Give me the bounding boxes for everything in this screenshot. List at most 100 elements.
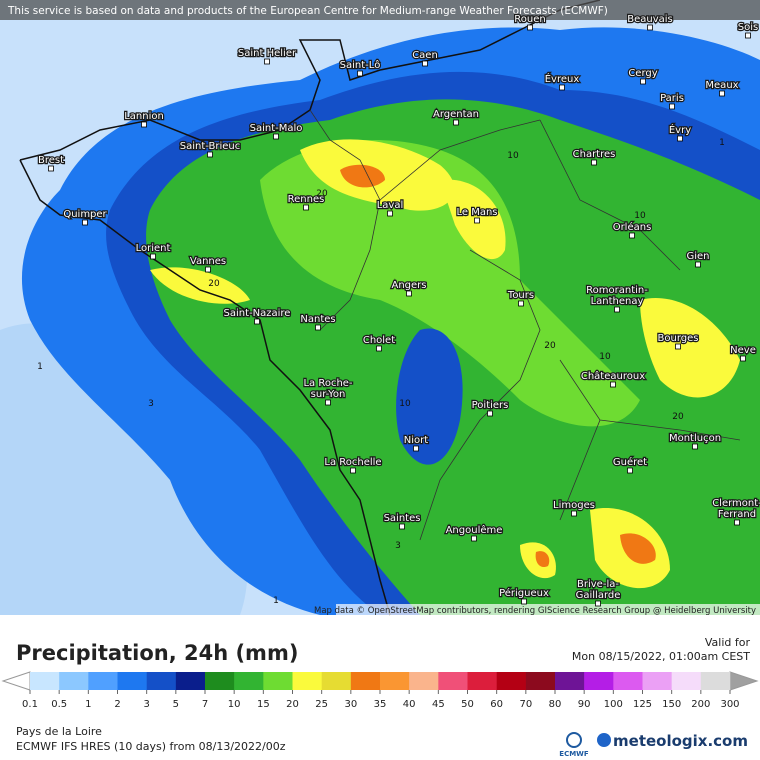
legend-tick-label: 0.1 bbox=[22, 699, 38, 710]
city-marker bbox=[677, 135, 683, 142]
legend-tick-label: 3 bbox=[143, 699, 149, 710]
city-marker bbox=[745, 32, 751, 39]
city-marker bbox=[571, 510, 577, 517]
city-label: Montluçon bbox=[669, 433, 721, 444]
ecmwf-icon bbox=[566, 732, 582, 748]
legend-cell bbox=[146, 672, 177, 690]
city-label: Niort bbox=[404, 435, 428, 446]
city-marker bbox=[614, 306, 620, 313]
city-marker bbox=[48, 165, 54, 172]
city-label: Angoulême bbox=[446, 524, 503, 536]
region-name: Pays de la Loire bbox=[16, 725, 102, 738]
legend-cell bbox=[88, 672, 118, 690]
valid-time: Mon 08/15/2022, 01:00am CEST bbox=[572, 650, 750, 663]
legend-tick-label: 30 bbox=[344, 699, 357, 710]
city-label: Le Mans bbox=[456, 207, 497, 218]
legend-tick-label: 60 bbox=[490, 699, 503, 710]
contour-label: 1 bbox=[273, 596, 279, 606]
notice-bar bbox=[0, 0, 760, 20]
city-label: Neve bbox=[730, 345, 756, 356]
rain-zone bbox=[640, 298, 740, 398]
legend-tick-label: 15 bbox=[257, 699, 270, 710]
legend-tick-label: 7 bbox=[202, 699, 208, 710]
legend-cell bbox=[321, 672, 352, 690]
legend-cell bbox=[525, 672, 556, 690]
contour-label: 20 bbox=[316, 189, 328, 199]
region-border bbox=[309, 109, 741, 541]
city-label: Limoges bbox=[553, 500, 595, 511]
legend-tick-label: 80 bbox=[549, 699, 562, 710]
contour-label: 10 bbox=[399, 399, 411, 409]
legend-cell bbox=[555, 672, 585, 690]
city-label: Angers bbox=[392, 280, 427, 291]
city-label: Saintes bbox=[384, 513, 421, 524]
city-marker bbox=[471, 535, 477, 542]
city-label: Gaillarde bbox=[576, 590, 621, 601]
city-label: Cholet bbox=[363, 335, 395, 346]
city-marker bbox=[315, 324, 321, 331]
city-label: Nantes bbox=[300, 314, 335, 325]
city-marker bbox=[376, 345, 382, 352]
city-label: Meaux bbox=[705, 80, 738, 91]
city-label: Brive-la- bbox=[577, 579, 619, 590]
legend-arrow-high bbox=[729, 671, 759, 691]
notice: This service is based on data and produc… bbox=[7, 5, 608, 17]
contour-label: 10 bbox=[599, 352, 611, 362]
city-label: Lorient bbox=[136, 243, 171, 254]
city-marker bbox=[740, 355, 746, 362]
city-marker bbox=[640, 78, 646, 85]
city-marker bbox=[205, 266, 211, 273]
city-label: Saint-Nazaire bbox=[224, 308, 291, 319]
rain-zone bbox=[440, 179, 506, 260]
city-marker bbox=[150, 253, 156, 260]
city-label: Gien bbox=[686, 251, 709, 262]
city-marker bbox=[518, 300, 524, 307]
legend-tick-label: 2 bbox=[114, 699, 120, 710]
legend-tick-label: 10 bbox=[228, 699, 241, 710]
legend-tick-label: 50 bbox=[461, 699, 474, 710]
city-marker bbox=[264, 58, 270, 65]
legend-arrow-low bbox=[1, 671, 31, 691]
contour-label: 20 bbox=[672, 412, 684, 422]
legend-cell bbox=[292, 672, 322, 690]
valid-label: Valid for bbox=[705, 636, 751, 649]
legend-cell bbox=[30, 672, 60, 690]
rain-zone bbox=[535, 551, 550, 568]
city-marker bbox=[669, 103, 675, 110]
legend-tick-label: 200 bbox=[691, 699, 710, 710]
rain-zone bbox=[260, 140, 640, 427]
legend-tick-label: 100 bbox=[604, 699, 623, 710]
city-label: Romorantin- bbox=[586, 285, 648, 296]
legend-cell bbox=[438, 672, 468, 690]
attribution-bg bbox=[336, 604, 760, 615]
city-label: Brest bbox=[38, 155, 64, 166]
legend-tick-label: 0.5 bbox=[51, 699, 67, 710]
rain-zone bbox=[150, 267, 250, 304]
city-marker bbox=[675, 343, 681, 350]
city-label: Lannion bbox=[124, 111, 164, 122]
city-marker bbox=[629, 232, 635, 239]
contour-label: 1 bbox=[719, 138, 725, 148]
city-label: Bourges bbox=[658, 333, 699, 344]
city-label: Vannes bbox=[190, 256, 226, 267]
city-marker bbox=[474, 217, 480, 224]
legend-tick-label: 5 bbox=[173, 699, 179, 710]
legend-panel: Precipitation, 24h (mm) Valid for Mon 08… bbox=[1, 636, 759, 758]
city-marker bbox=[487, 410, 493, 417]
city-label: Laval bbox=[377, 200, 404, 211]
city-label: Caen bbox=[412, 50, 438, 61]
legend-cell bbox=[380, 672, 410, 690]
legend-title: Precipitation, 24h (mm) bbox=[16, 641, 298, 665]
city-label: Saint-Lô bbox=[340, 59, 381, 71]
legend-tick-label: 25 bbox=[315, 699, 328, 710]
city-label: Sois bbox=[738, 22, 758, 33]
city-marker bbox=[303, 204, 309, 211]
city-label: Quimper bbox=[63, 209, 107, 220]
city-label: Saint-Malo bbox=[250, 123, 303, 134]
city-marker bbox=[695, 261, 701, 268]
city-marker bbox=[254, 318, 260, 325]
city-label: Ferrand bbox=[718, 509, 756, 520]
ecmwf-logo: ECMWF bbox=[559, 750, 589, 758]
legend-cell bbox=[467, 672, 497, 690]
city-marker bbox=[350, 467, 356, 474]
